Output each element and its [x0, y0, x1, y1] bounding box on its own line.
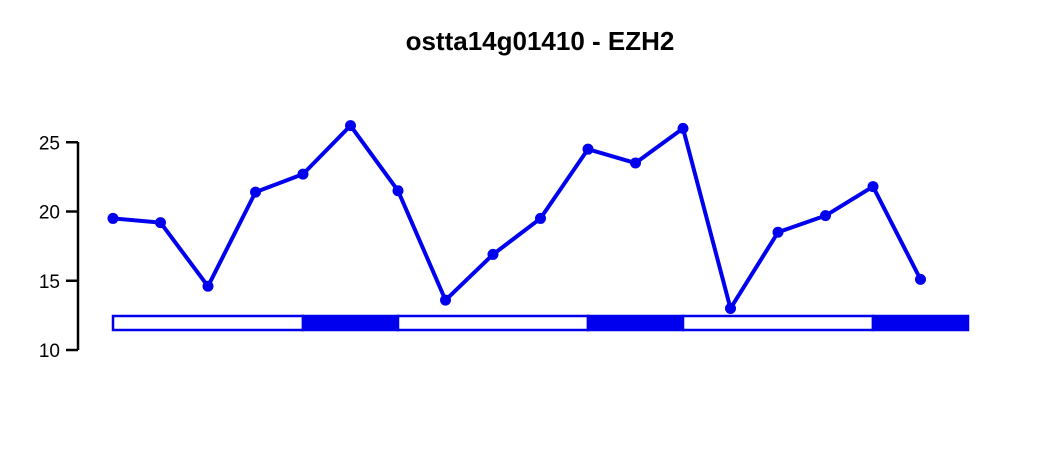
y-axis-ticks: 10 15 20 25: [39, 133, 78, 362]
data-point: [155, 217, 166, 229]
data-point: [725, 302, 736, 314]
data-point: [867, 181, 879, 193]
dark-period-segment: [301, 314, 400, 332]
dark-period-segment: [871, 314, 970, 332]
data-point: [250, 186, 261, 198]
data-point: [487, 248, 499, 260]
data-point: [677, 122, 689, 134]
data-point: [107, 212, 119, 224]
data-point: [535, 212, 546, 224]
light-dark-bar: [111, 314, 970, 332]
data-point: [202, 280, 214, 292]
y-tick-label: 20: [39, 203, 60, 224]
data-point: [915, 273, 926, 285]
data-point: [297, 168, 309, 180]
data-point: [820, 210, 831, 222]
y-tick-label: 25: [39, 133, 60, 154]
light-period-segment: [396, 314, 590, 332]
series-points: [107, 120, 926, 314]
chart-title: ostta14g01410 - EZH2: [406, 26, 675, 56]
light-period-segment: [111, 314, 305, 332]
data-point: [582, 143, 594, 155]
data-point: [630, 157, 641, 169]
data-point: [772, 226, 784, 238]
data-point: [392, 185, 404, 197]
light-period-segment: [681, 314, 875, 332]
dark-period-segment: [586, 314, 685, 332]
data-point: [440, 294, 451, 306]
y-tick-label: 10: [39, 341, 60, 362]
y-tick-label: 15: [39, 272, 60, 293]
series-line: [112, 123, 923, 311]
data-point: [345, 120, 356, 132]
